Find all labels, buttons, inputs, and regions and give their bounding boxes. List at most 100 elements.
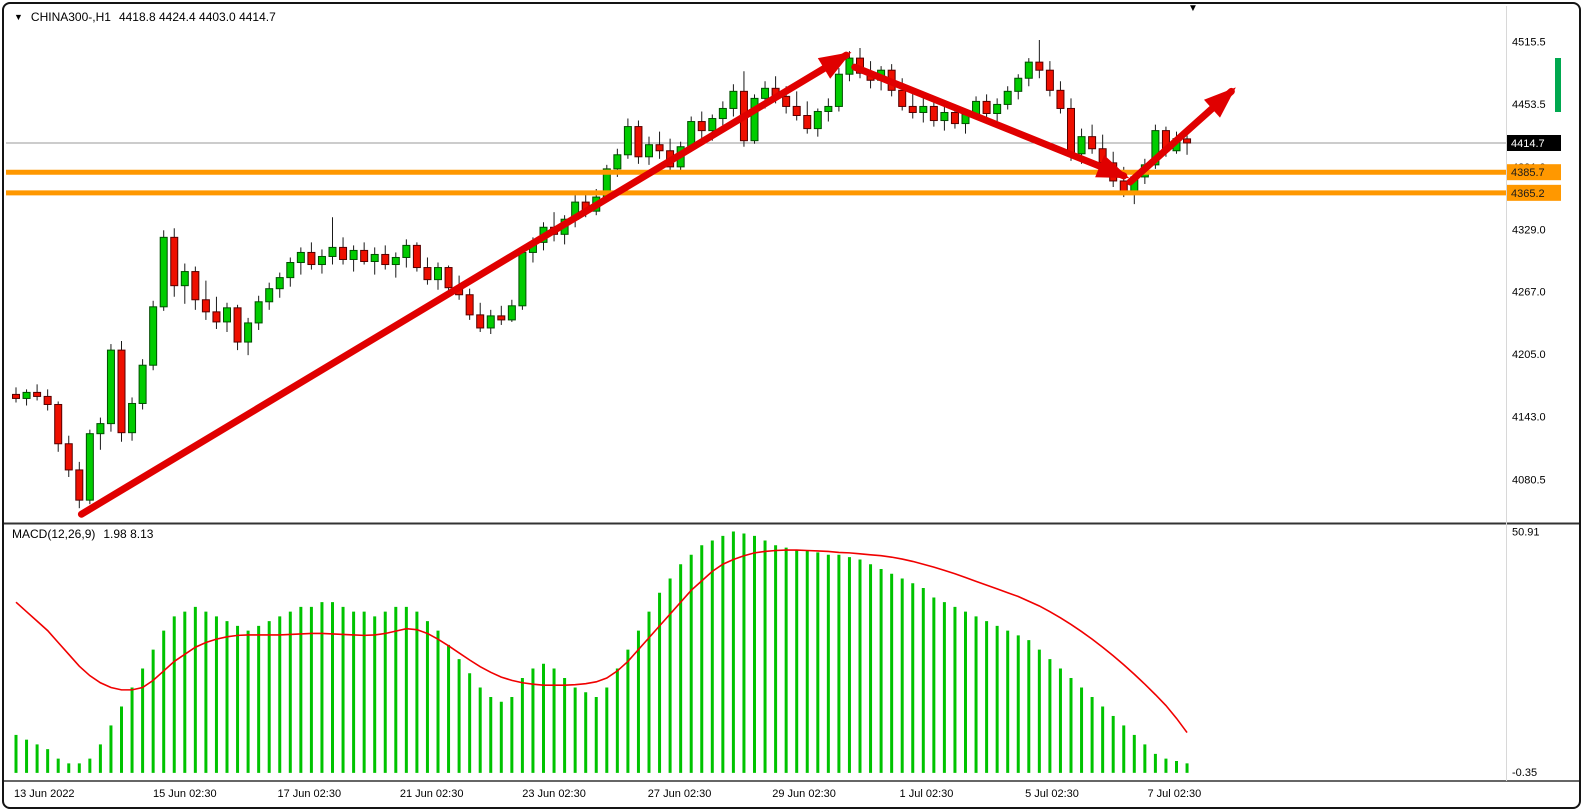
candle [317,249,326,274]
candle [834,68,843,112]
candle [106,344,115,432]
candle [170,228,179,297]
candle [412,242,421,272]
candle [307,242,316,270]
chart-canvas[interactable]: 4515.54453.54391.04329.04267.04205.04143… [4,4,1579,807]
price-tick-label: 4329.0 [1512,224,1546,236]
right-edge-indicator [1555,58,1561,112]
price-badges: 4414.7 4385.7 4365.2 [1507,134,1561,201]
candle [244,317,253,356]
candle [434,262,442,290]
macd-indicator-label: MACD(12,26,9) [12,527,96,541]
trend-arrow[interactable] [77,51,852,518]
candle [750,94,759,144]
svg-text:4414.7: 4414.7 [1511,138,1545,150]
candle [739,71,748,147]
candle [64,435,73,477]
candle [149,300,158,371]
candle [507,299,516,322]
level-price-badge: 4385.7 [1507,164,1561,181]
macd-signal-line [15,549,1188,734]
candle [233,304,242,351]
time-axis-label: 17 Jun 02:30 [277,788,341,800]
candle [1003,86,1012,110]
time-axis-label: 5 Jul 02:30 [1025,788,1079,800]
price-tick-label: 4267.0 [1512,287,1546,299]
price-tick-label: 4515.5 [1512,37,1546,49]
candle [1035,39,1044,79]
candle [349,245,358,272]
candle [12,387,20,403]
candle [265,282,274,310]
time-axis-label: 1 Jul 02:30 [900,788,954,800]
candle [940,106,949,131]
candle [296,247,305,275]
macd-tick-label: -0.35 [1512,767,1537,779]
macd-values: 1.98 8.13 [103,527,154,541]
candle [792,91,801,121]
time-axis-label: 7 Jul 02:30 [1147,788,1201,800]
candle [138,359,147,410]
candle [813,108,822,137]
macd-tick-label: 50.91 [1512,527,1540,539]
ohlc-values: 4418.8 4424.4 4403.0 4414.7 [118,10,276,24]
candle [444,265,453,292]
candle [1014,74,1023,100]
symbol-period-label: CHINA300-,H1 [30,10,111,24]
candle [128,397,137,441]
candle [370,247,379,275]
candle [1056,81,1065,114]
candle [254,295,263,330]
time-axis-label: 27 Jun 02:30 [648,788,712,800]
time-axis-label: 21 Jun 02:30 [400,788,464,800]
time-axis-label: 15 Jun 02:30 [153,788,217,800]
candle [824,98,833,122]
time-axis-label: 13 Jun 2022 [14,788,75,800]
candle [655,131,664,159]
candle [1183,133,1192,155]
macd-header: MACD(12,26,9) 1.98 8.13 [12,527,153,541]
candle [85,429,94,505]
trend-arrow[interactable] [1126,87,1236,186]
candle [201,280,210,320]
candle [623,118,632,159]
candle [423,257,432,285]
current-price-badge: 4414.7 [1507,134,1561,151]
candle [381,245,390,270]
candle [476,302,485,332]
trend-arrow[interactable] [851,63,1130,180]
price-tick-label: 4205.0 [1512,349,1546,361]
svg-text:4385.7: 4385.7 [1511,167,1545,179]
svg-text:4365.2: 4365.2 [1511,188,1545,200]
time-axis-label: 29 Jun 02:30 [772,788,836,800]
candle [212,296,221,329]
candle [286,257,295,287]
candle [360,242,369,265]
axes: 4515.54453.54391.04329.04267.04205.04143… [4,6,1579,800]
candle [22,389,31,406]
candle [43,389,52,411]
candle [803,101,812,134]
candle [465,288,474,320]
price-lines [6,169,1508,196]
time-axis-label: 23 Jun 02:30 [522,788,586,800]
candle [1088,124,1097,154]
candle [1024,58,1033,87]
candle [117,341,126,442]
candle [634,120,643,164]
macd-plot [14,531,1189,773]
candle [339,237,348,265]
candle [518,247,527,310]
candles [12,39,1192,509]
symbol-dropdown-icon[interactable]: ▼ [14,11,23,22]
candle [697,111,706,139]
candle [993,98,1002,124]
level-price-badge: 4365.2 [1507,184,1561,201]
candle [908,91,917,119]
candle [54,401,63,452]
candle [718,101,727,127]
trend-arrows [77,51,1236,518]
candle [729,84,738,117]
candle [96,417,105,450]
